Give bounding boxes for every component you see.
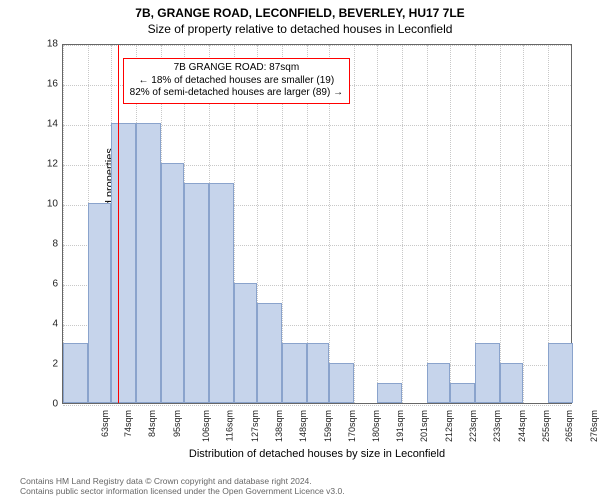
x-tick-label: 265sqm [564, 410, 574, 442]
callout-line3: 82% of semi-detached houses are larger (… [130, 87, 343, 100]
y-tick-label: 16 [34, 79, 58, 90]
chart-container: 7B, GRANGE ROAD, LECONFIELD, BEVERLEY, H… [0, 0, 600, 500]
x-tick-label: 180sqm [371, 410, 381, 442]
x-tick-label: 127sqm [250, 410, 260, 442]
histogram-bar [548, 343, 573, 403]
histogram-bar [475, 343, 500, 403]
histogram-bar [450, 383, 475, 403]
gridline-v [354, 45, 355, 403]
y-tick-label: 14 [34, 119, 58, 130]
x-tick-label: 106sqm [201, 410, 211, 442]
histogram-bar [161, 163, 184, 403]
chart-area: Number of detached properties Distributi… [62, 44, 572, 404]
footer-attribution: Contains HM Land Registry data © Crown c… [20, 476, 345, 496]
x-tick-label: 159sqm [323, 410, 333, 442]
y-tick-label: 6 [34, 279, 58, 290]
histogram-bar [307, 343, 330, 403]
x-tick-label: 191sqm [395, 410, 405, 442]
footer-line2: Contains public sector information licen… [20, 486, 345, 496]
histogram-bar [88, 203, 111, 403]
gridline-v [377, 45, 378, 403]
x-tick-label: 116sqm [225, 410, 235, 441]
x-axis-label: Distribution of detached houses by size … [62, 448, 572, 460]
histogram-bar [500, 363, 523, 403]
footer-line1: Contains HM Land Registry data © Crown c… [20, 476, 345, 486]
histogram-bar [329, 363, 354, 403]
x-tick-label: 201sqm [419, 410, 429, 442]
y-tick-label: 0 [34, 399, 58, 410]
gridline-v [500, 45, 501, 403]
y-tick-label: 10 [34, 199, 58, 210]
histogram-bar [234, 283, 257, 403]
title-sub: Size of property relative to detached ho… [0, 20, 600, 36]
x-tick-label: 276sqm [590, 410, 600, 442]
histogram-bar [63, 343, 88, 403]
histogram-bar [111, 123, 136, 403]
gridline-v [523, 45, 524, 403]
gridline-v [450, 45, 451, 403]
y-tick-label: 4 [34, 319, 58, 330]
title-main: 7B, GRANGE ROAD, LECONFIELD, BEVERLEY, H… [0, 0, 600, 20]
x-tick-label: 138sqm [274, 410, 284, 442]
gridline-v [427, 45, 428, 403]
histogram-bar [184, 183, 209, 403]
x-tick-label: 148sqm [298, 410, 308, 442]
x-tick-label: 95sqm [172, 410, 182, 437]
histogram-bar [257, 303, 282, 403]
y-tick-label: 2 [34, 359, 58, 370]
gridline-v [402, 45, 403, 403]
callout-line2: ← 18% of detached houses are smaller (19… [130, 75, 343, 88]
x-tick-label: 244sqm [517, 410, 527, 442]
y-tick-label: 12 [34, 159, 58, 170]
histogram-bar [377, 383, 402, 403]
gridline-h [63, 45, 571, 46]
y-tick-label: 18 [34, 39, 58, 50]
callout-box: 7B GRANGE ROAD: 87sqm ← 18% of detached … [123, 58, 350, 104]
histogram-bar [136, 123, 161, 403]
x-tick-label: 223sqm [468, 410, 478, 442]
x-tick-label: 255sqm [541, 410, 551, 442]
y-tick-label: 8 [34, 239, 58, 250]
histogram-bar [209, 183, 234, 403]
x-tick-label: 233sqm [492, 410, 502, 442]
x-tick-label: 170sqm [347, 410, 357, 442]
x-tick-label: 212sqm [444, 410, 454, 442]
histogram-bar [427, 363, 450, 403]
gridline-h [63, 405, 571, 406]
callout-line1: 7B GRANGE ROAD: 87sqm [130, 62, 343, 75]
x-tick-label: 63sqm [100, 410, 110, 437]
x-tick-label: 84sqm [147, 410, 157, 437]
reference-line [118, 45, 119, 403]
histogram-bar [282, 343, 307, 403]
x-tick-label: 74sqm [123, 410, 133, 437]
